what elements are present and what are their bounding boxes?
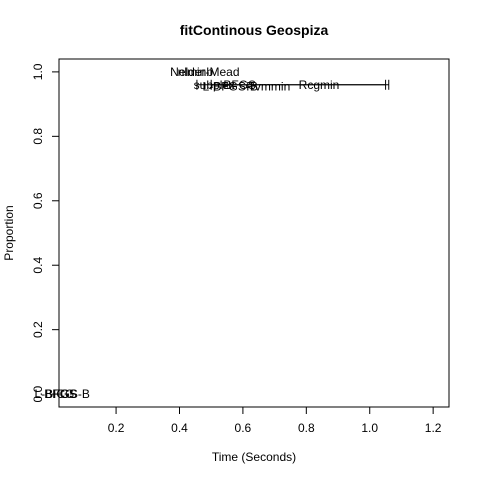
point-label: BFGS	[223, 78, 256, 92]
x-tick-label: 0.4	[171, 421, 188, 435]
plot-frame	[58, 58, 450, 408]
point-label: Rvmmin	[246, 79, 290, 93]
y-axis-label: Proportion	[2, 205, 16, 260]
point-label: nlminb	[178, 65, 214, 79]
x-tick-label: 1.0	[361, 421, 378, 435]
y-axis: 0.0 0.2 0.4 0.6 0.8 1.0	[31, 63, 60, 402]
point-label: L-BFGS-B	[203, 79, 258, 93]
y-tick-label: 0.4	[31, 257, 45, 274]
point-label: CG	[56, 387, 74, 401]
point-label: Nelder-Mead	[170, 65, 239, 79]
x-tick-label: 0.6	[235, 421, 252, 435]
point-label: Rcgmin	[299, 78, 340, 92]
error-bars	[196, 79, 390, 90]
point-label: L-BFGS-B	[34, 387, 89, 401]
x-axis: 0.2 0.4 0.6 0.8 1.0 1.2	[108, 406, 442, 435]
x-axis-label: Time (Seconds)	[212, 450, 296, 464]
point-label: BFGS	[44, 387, 77, 401]
point-labels: BFGSCGL-BFGS-BnlminbNelder-MeadsubplexL-…	[34, 65, 339, 401]
y-tick-label: 0.0	[31, 385, 45, 402]
y-tick-label: 0.6	[31, 192, 45, 209]
chart-title: fitContinous Geospiza	[180, 22, 329, 38]
y-tick-label: 1.0	[31, 63, 45, 80]
y-tick-label: 0.2	[31, 321, 45, 338]
y-tick-label: 0.8	[31, 128, 45, 145]
x-tick-label: 0.8	[298, 421, 315, 435]
x-tick-label: 1.2	[425, 421, 442, 435]
point-label: subplex	[194, 78, 235, 92]
x-tick-label: 0.2	[108, 421, 125, 435]
